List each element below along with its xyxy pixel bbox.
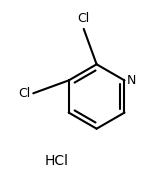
Text: N: N: [127, 74, 137, 87]
Text: Cl: Cl: [78, 12, 90, 25]
Text: Cl: Cl: [19, 87, 31, 100]
Text: HCl: HCl: [44, 154, 68, 168]
